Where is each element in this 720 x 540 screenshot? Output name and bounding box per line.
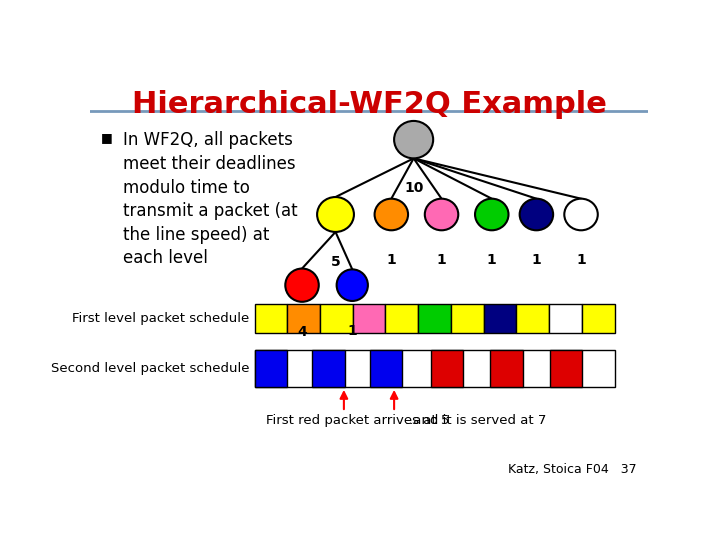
Text: 1: 1 — [347, 324, 357, 338]
Bar — [418, 304, 451, 333]
Text: First level packet schedule: First level packet schedule — [72, 312, 249, 325]
Ellipse shape — [285, 268, 319, 302]
Bar — [255, 304, 287, 333]
Bar — [431, 349, 464, 387]
Bar — [516, 304, 549, 333]
Text: ..and it is served at 7: ..and it is served at 7 — [405, 414, 546, 427]
Text: 1: 1 — [436, 253, 446, 267]
Ellipse shape — [337, 269, 368, 301]
Bar — [370, 349, 402, 387]
Bar — [490, 349, 523, 387]
Text: 1: 1 — [487, 253, 497, 267]
Ellipse shape — [394, 121, 433, 158]
Bar — [451, 304, 484, 333]
Text: 5: 5 — [330, 255, 341, 269]
Bar — [484, 304, 516, 333]
Text: Hierarchical-WF2Q Example: Hierarchical-WF2Q Example — [132, 90, 606, 119]
Bar — [255, 349, 615, 387]
Bar — [582, 304, 615, 333]
Text: In WF2Q, all packets
meet their deadlines
modulo time to
transmit a packet (at
t: In WF2Q, all packets meet their deadline… — [124, 131, 298, 267]
Ellipse shape — [520, 199, 553, 230]
Bar — [287, 304, 320, 333]
Text: 1: 1 — [531, 253, 541, 267]
Ellipse shape — [475, 199, 508, 230]
Bar — [385, 304, 418, 333]
Bar — [320, 304, 353, 333]
Bar — [549, 304, 582, 333]
Bar — [550, 349, 582, 387]
Text: 1: 1 — [387, 253, 396, 267]
Text: 4: 4 — [297, 325, 307, 339]
Text: Second level packet schedule: Second level packet schedule — [50, 362, 249, 375]
Ellipse shape — [425, 199, 459, 230]
Text: 1: 1 — [576, 253, 586, 267]
Text: ■: ■ — [101, 131, 113, 144]
Ellipse shape — [374, 199, 408, 230]
Ellipse shape — [317, 197, 354, 232]
Bar — [312, 349, 345, 387]
Bar — [353, 304, 385, 333]
Ellipse shape — [564, 199, 598, 230]
Text: First red packet arrives at 5: First red packet arrives at 5 — [266, 414, 449, 427]
Bar — [255, 349, 287, 387]
Text: Katz, Stoica F04   37: Katz, Stoica F04 37 — [508, 463, 637, 476]
Text: 10: 10 — [404, 181, 423, 195]
